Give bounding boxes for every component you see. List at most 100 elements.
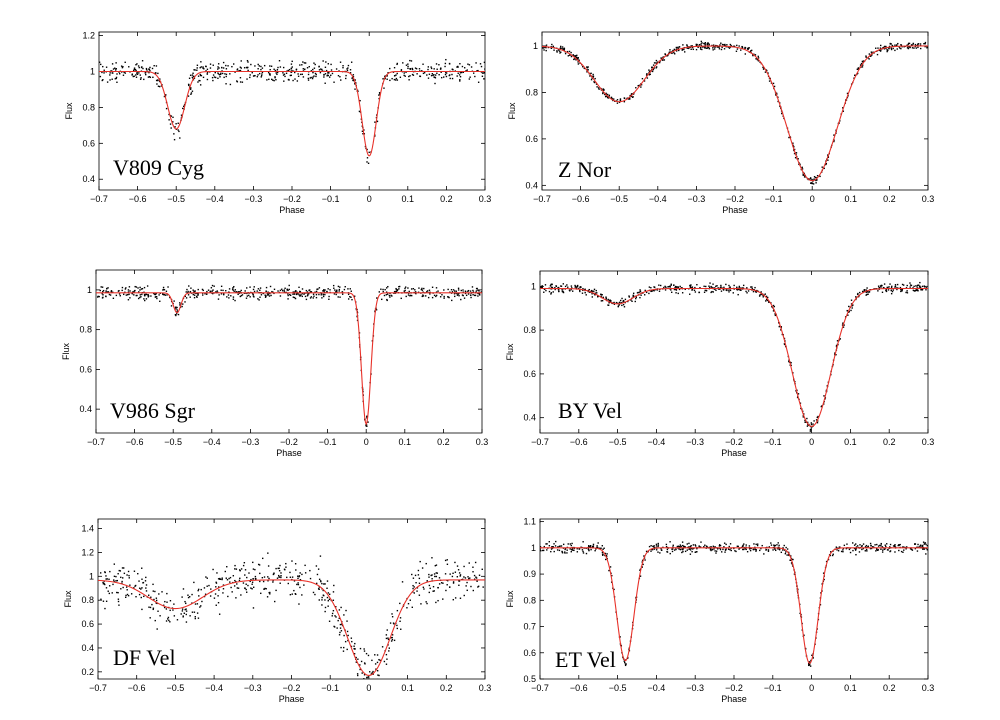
- data-point: [224, 73, 226, 75]
- data-point: [106, 288, 108, 290]
- y-tick-label: 0.9: [523, 569, 536, 579]
- data-point: [663, 59, 666, 61]
- data-point: [376, 654, 379, 656]
- data-point: [778, 548, 781, 551]
- data-point: [834, 352, 836, 354]
- data-point: [902, 551, 904, 553]
- data-point: [386, 293, 389, 295]
- data-point: [177, 122, 179, 124]
- data-point: [162, 293, 165, 296]
- data-point: [710, 549, 712, 552]
- data-point: [189, 88, 192, 90]
- data-point: [579, 290, 581, 293]
- data-point: [354, 79, 356, 81]
- data-point: [738, 45, 740, 47]
- data-point: [718, 545, 721, 547]
- data-point: [843, 544, 846, 547]
- data-point: [681, 551, 683, 554]
- data-point: [138, 291, 140, 293]
- data-point: [253, 75, 255, 77]
- data-point: [765, 549, 767, 551]
- data-point: [310, 296, 313, 298]
- data-point: [669, 51, 671, 53]
- data-point: [691, 46, 694, 49]
- data-point: [396, 624, 398, 627]
- data-point: [605, 298, 607, 300]
- data-point: [472, 589, 475, 592]
- data-point: [329, 76, 331, 78]
- data-point: [99, 572, 102, 574]
- data-point: [773, 305, 776, 308]
- data-point: [333, 293, 336, 295]
- data-point: [194, 603, 197, 605]
- data-point: [331, 615, 333, 617]
- data-point: [681, 49, 683, 51]
- data-point: [217, 66, 219, 68]
- data-point: [619, 99, 622, 101]
- data-point: [428, 576, 430, 578]
- data-point: [695, 43, 697, 46]
- data-point: [196, 292, 198, 295]
- data-point: [133, 587, 135, 589]
- data-point: [284, 287, 286, 289]
- data-point: [350, 645, 353, 648]
- data-point: [288, 68, 291, 71]
- data-point: [192, 293, 195, 296]
- data-point: [391, 634, 394, 636]
- data-point: [914, 547, 917, 550]
- data-point: [651, 70, 654, 73]
- data-point: [166, 601, 168, 603]
- data-point: [215, 604, 217, 606]
- data-point: [782, 547, 784, 549]
- data-point: [737, 293, 739, 296]
- data-point: [894, 285, 897, 288]
- x-tick-label: −0.6: [570, 683, 588, 693]
- data-point: [405, 71, 407, 73]
- data-point: [189, 291, 192, 293]
- y-tick-label: 0.8: [81, 595, 94, 605]
- data-point: [307, 77, 310, 80]
- data-point: [700, 43, 702, 45]
- data-point: [878, 287, 881, 289]
- data-point: [193, 296, 196, 299]
- data-point: [542, 47, 545, 49]
- data-point: [590, 289, 593, 292]
- data-point: [729, 43, 732, 46]
- data-point: [684, 550, 687, 553]
- data-point: [543, 545, 545, 548]
- data-point: [748, 548, 751, 550]
- data-point: [445, 71, 447, 74]
- data-point: [143, 293, 146, 296]
- data-point: [138, 593, 141, 596]
- data-point: [703, 285, 705, 288]
- data-point: [415, 292, 417, 295]
- data-point: [327, 72, 329, 74]
- data-point: [211, 284, 214, 287]
- data-point: [440, 71, 442, 73]
- data-point: [210, 287, 213, 289]
- data-point: [665, 543, 668, 546]
- data-point: [767, 296, 769, 299]
- y-tick-label: 0.8: [82, 102, 95, 112]
- data-point: [235, 291, 237, 293]
- data-point: [542, 549, 545, 552]
- data-point: [877, 545, 880, 547]
- data-point: [288, 284, 290, 287]
- data-point: [774, 548, 776, 550]
- data-point: [803, 634, 805, 636]
- data-point: [382, 288, 384, 291]
- data-point: [457, 66, 459, 68]
- y-tick-label: 0.8: [79, 325, 92, 335]
- data-point: [554, 288, 556, 291]
- data-point: [628, 295, 630, 297]
- data-point: [389, 296, 391, 298]
- data-point: [292, 296, 295, 298]
- data-point: [714, 46, 716, 48]
- data-point: [743, 548, 745, 551]
- data-point: [138, 72, 140, 74]
- data-point: [421, 289, 424, 291]
- data-point: [147, 295, 150, 297]
- data-point: [145, 576, 147, 579]
- data-point: [403, 74, 405, 77]
- data-point: [440, 76, 443, 79]
